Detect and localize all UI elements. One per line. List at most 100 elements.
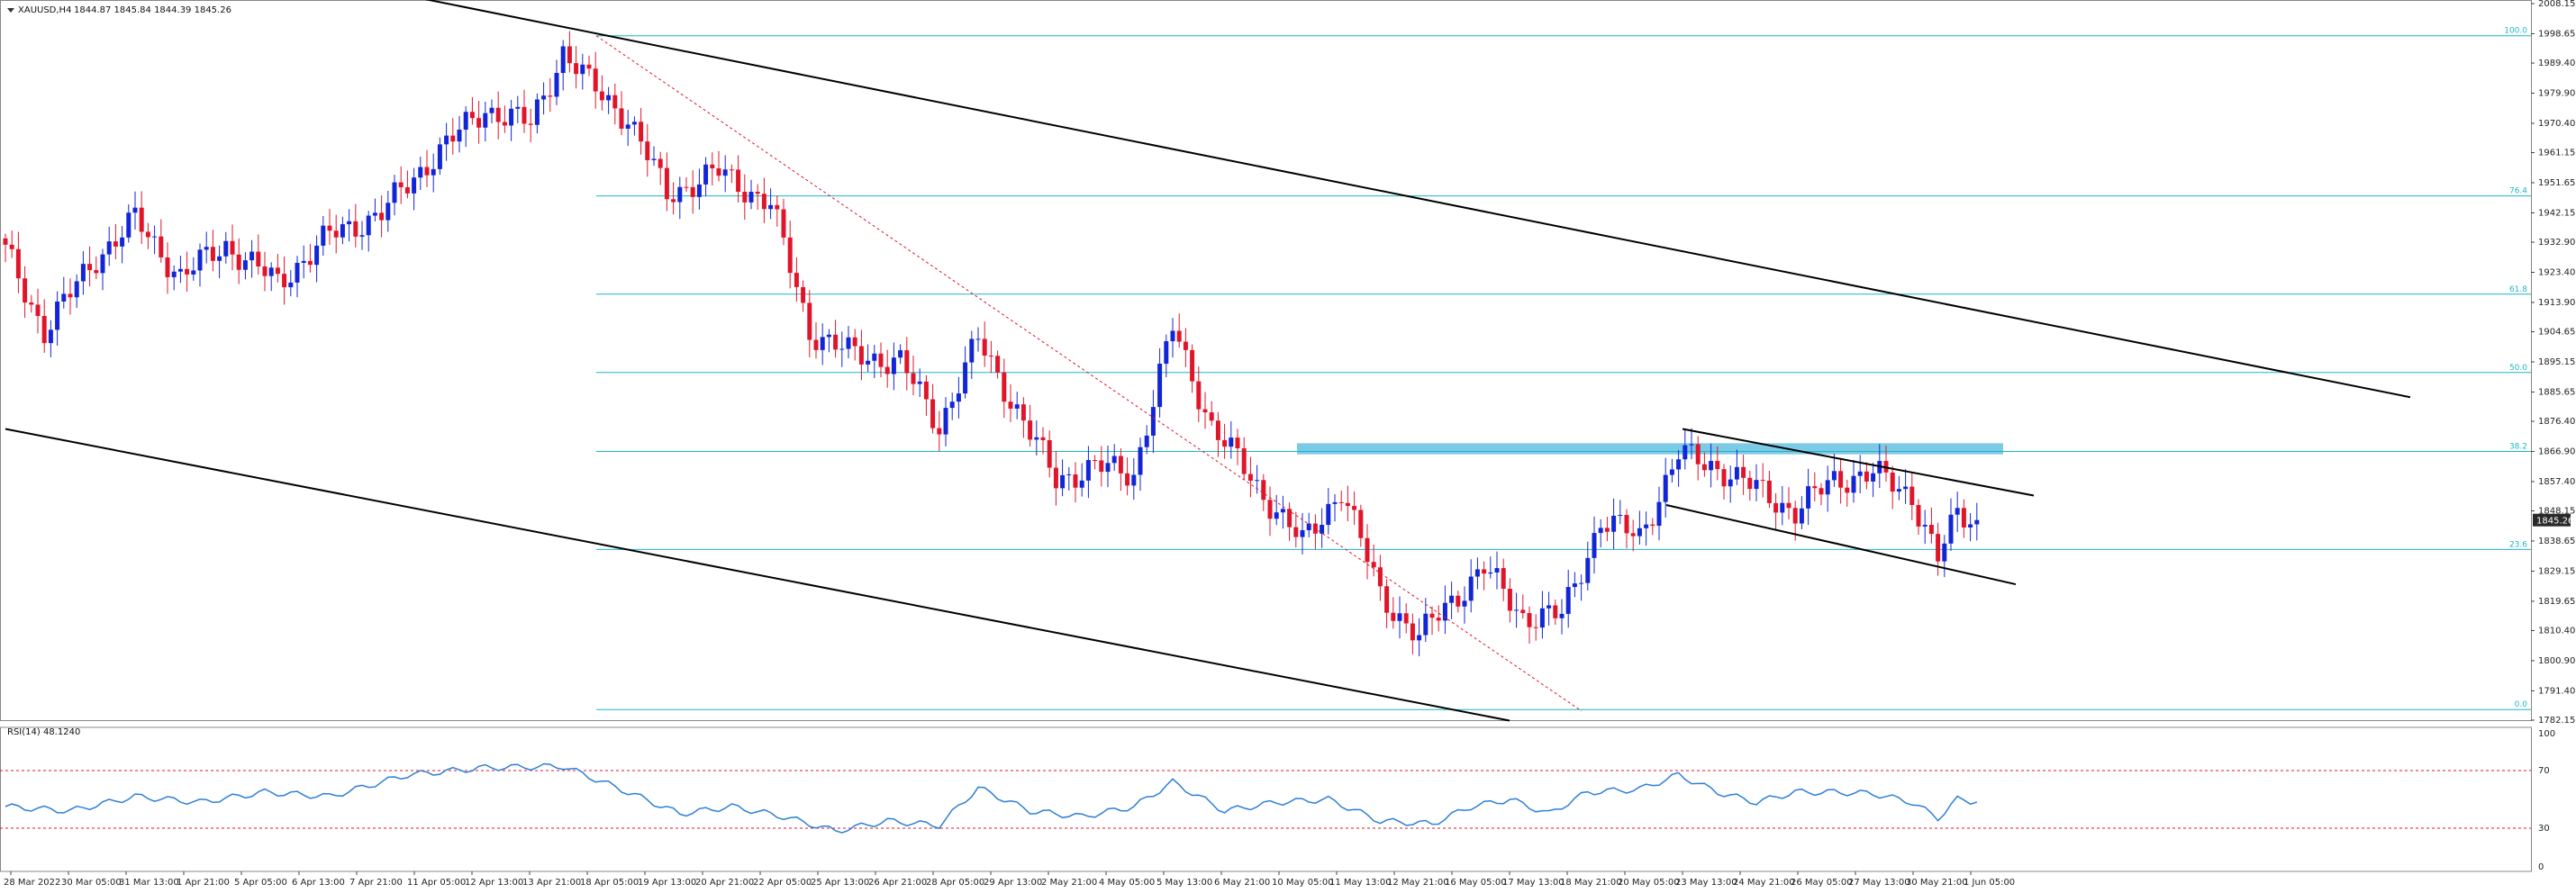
candle-body	[1838, 471, 1844, 488]
candle-body	[1656, 501, 1662, 527]
time-tick-label: 12 May 21:00	[1387, 878, 1449, 888]
candle-body	[852, 337, 857, 347]
candle-body	[710, 164, 715, 168]
price-tick-label: 1819.65	[2538, 597, 2575, 607]
candle-body	[574, 63, 579, 75]
candle-body	[1592, 533, 1597, 558]
time-tick-label: 20 Apr 21:00	[695, 878, 754, 888]
candle-body	[813, 339, 819, 350]
candle-body	[684, 186, 689, 188]
candle-body	[866, 360, 871, 365]
candle-body	[1209, 412, 1214, 421]
time-tick-label: 19 Apr 13:00	[638, 878, 696, 888]
candle-body	[1689, 444, 1694, 446]
rsi-panel: 100 70 30 0	[0, 729, 2555, 872]
candle-body	[1293, 527, 1299, 537]
candle-body	[385, 203, 391, 221]
candle-body	[554, 73, 559, 97]
candle-body	[61, 293, 67, 302]
candle-body	[949, 401, 955, 409]
candle-body	[3, 238, 8, 245]
candle-body	[1909, 486, 1915, 505]
candle-body	[379, 212, 385, 221]
candle-body	[340, 224, 345, 238]
time-tick-label: 20 May 05:00	[1618, 878, 1680, 888]
candle-body	[1429, 613, 1435, 618]
candle-body	[1896, 489, 1901, 492]
candle-body	[1235, 437, 1240, 448]
candle-body	[1650, 524, 1655, 527]
time-tick-label: 23 May 13:00	[1675, 878, 1737, 888]
candle-body	[522, 106, 527, 124]
candle-body	[1410, 623, 1415, 641]
candle-body	[975, 338, 981, 340]
collapse-triangle-icon[interactable]	[7, 8, 14, 13]
time-tick-label: 1 Apr 21:00	[177, 878, 230, 888]
candle-body	[1138, 446, 1143, 475]
candle-body	[826, 334, 831, 338]
rsi-line	[5, 762, 1978, 834]
candle-body	[223, 240, 229, 257]
candle-body	[982, 338, 987, 356]
candle-body	[1527, 613, 1532, 627]
candle-body	[1936, 534, 1941, 562]
time-tick-label: 26 May 05:00	[1791, 878, 1853, 888]
price-tick-label: 1885.65	[2538, 387, 2575, 397]
candle-body	[1611, 515, 1617, 532]
time-tick-label: 12 Apr 13:00	[465, 878, 523, 888]
candle-body	[1773, 502, 1779, 513]
candle-body	[1358, 510, 1364, 538]
current-price-label: 1845.26	[2536, 517, 2573, 527]
candle-body	[943, 408, 948, 435]
time-tick-label: 31 Mar 13:00	[119, 878, 179, 888]
candle-body	[631, 122, 637, 125]
price-axis: 2008.15 1998.65 1989.40 1979.90 1970.40 1961.…	[2531, 0, 2575, 726]
candle-body	[366, 215, 371, 236]
candle-body	[878, 353, 884, 367]
candle-body	[509, 108, 514, 126]
time-tick-label: 25 Apr 13:00	[811, 878, 869, 888]
candle-body	[593, 68, 598, 92]
price-tick-label: 1951.65	[2538, 178, 2575, 188]
candle-body	[1456, 595, 1461, 607]
candle-body	[1079, 480, 1084, 488]
candle-body	[1085, 460, 1091, 481]
candle-body	[191, 270, 196, 275]
candle-body	[1572, 583, 1577, 588]
fibonacci-layer: 100.0 76.4 61.8 50.0 38.2 23.6 0.0	[596, 27, 2531, 710]
fib-level-label: 23.6	[2509, 540, 2527, 549]
candle-body	[1267, 500, 1273, 519]
candle-body	[534, 99, 540, 125]
time-tick-label: 16 May 05:00	[1445, 878, 1507, 888]
candle-body	[1384, 586, 1390, 613]
candle-body	[1028, 420, 1033, 440]
channel-upper-line	[424, 0, 2411, 399]
candle-body	[1326, 503, 1331, 526]
candle-body	[177, 268, 183, 272]
candle-body	[1320, 525, 1325, 534]
candle-body	[23, 278, 28, 303]
chart-header-ohlc: 1844.87 1845.84 1844.39 1845.26	[74, 5, 231, 15]
candle-body	[801, 286, 806, 303]
candle-body	[1831, 471, 1837, 481]
candle-body	[1928, 525, 1934, 535]
time-tick-label: 5 Apr 05:00	[234, 878, 287, 888]
time-tick-label: 28 Mar 2022	[4, 878, 60, 888]
candle-body	[9, 244, 14, 249]
candle-body	[1968, 524, 1973, 528]
candle-body	[1436, 618, 1441, 621]
candle-body	[1630, 533, 1636, 537]
time-tick-label: 2 May 21:00	[1041, 878, 1097, 888]
candle-body	[677, 186, 683, 203]
trendlines-layer	[5, 0, 2411, 722]
candle-body	[846, 337, 851, 349]
price-tick-label: 1876.40	[2538, 417, 2575, 427]
candle-body	[775, 204, 780, 210]
candle-body	[1093, 460, 1098, 462]
time-tick-label: 6 May 21:00	[1214, 878, 1270, 888]
candle-body	[729, 169, 734, 171]
candle-body	[41, 316, 47, 344]
price-tick-label: 1791.40	[2538, 686, 2575, 696]
candle-body	[690, 186, 695, 197]
